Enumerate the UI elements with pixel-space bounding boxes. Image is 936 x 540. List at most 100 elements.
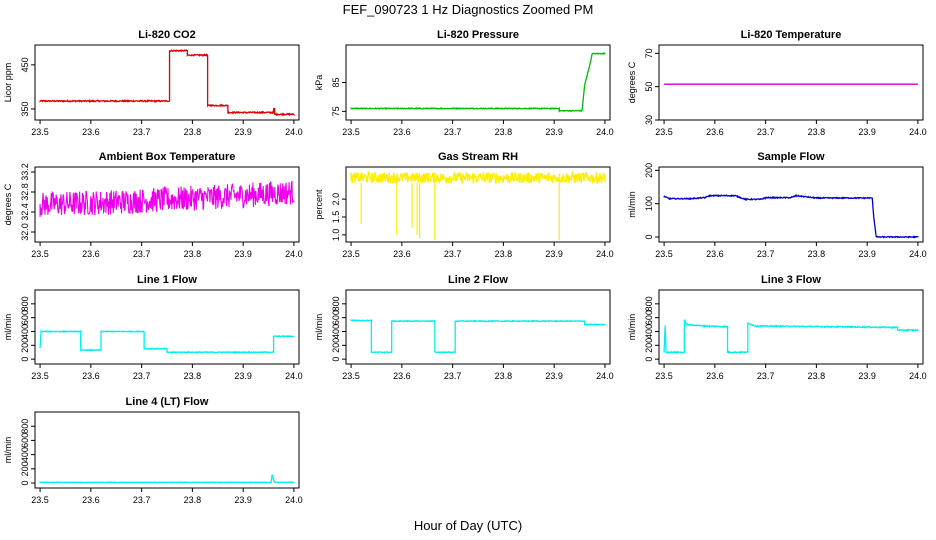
y-tick-label: 800 — [644, 296, 654, 311]
x-axis-title: Hour of Day (UTC) — [413, 518, 523, 533]
y-tick-label: 400 — [20, 447, 30, 462]
y-tick-label: 0 — [644, 234, 654, 239]
x-tick-label: 23.7 — [133, 249, 151, 259]
x-tick-label: 23.8 — [184, 127, 202, 137]
y-tick-label: 0 — [20, 481, 30, 486]
panel-title: Line 1 Flow — [137, 274, 197, 286]
x-tick-label: 23.8 — [495, 371, 513, 381]
x-tick-label: 23.7 — [444, 127, 462, 137]
y-axis-label: percent — [314, 189, 324, 220]
x-tick-label: 23.6 — [393, 371, 411, 381]
y-tick-label: 600 — [331, 310, 341, 325]
x-tick-label: 23.8 — [808, 371, 826, 381]
x-tick-label: 23.7 — [757, 249, 775, 259]
plot-frame — [34, 44, 300, 121]
plot-frame — [34, 289, 300, 365]
x-tick-label: 23.6 — [82, 249, 100, 259]
plot-frame — [658, 44, 924, 121]
x-tick-label: 23.9 — [234, 249, 252, 259]
panel-title: Ambient Box Temperature — [99, 151, 236, 163]
x-tick-label: 23.7 — [133, 495, 151, 505]
y-tick-label: 200 — [644, 338, 654, 353]
x-tick-label: 23.9 — [545, 249, 563, 259]
y-tick-label: 1.5 — [331, 211, 341, 224]
plot-frame — [34, 166, 300, 243]
x-tick-label: 23.9 — [858, 371, 876, 381]
x-tick-label: 23.7 — [757, 371, 775, 381]
x-tick-label: 23.6 — [82, 127, 100, 137]
x-tick-label: 23.6 — [393, 249, 411, 259]
x-tick-label: 23.8 — [184, 249, 202, 259]
x-tick-label: 23.8 — [808, 249, 826, 259]
series-line — [663, 319, 919, 355]
y-tick-label: 30 — [644, 115, 654, 125]
y-axis-label: ml/min — [627, 314, 637, 341]
x-tick-label: 23.8 — [184, 371, 202, 381]
x-tick-label: 23.9 — [858, 249, 876, 259]
x-tick-label: 23.5 — [31, 371, 49, 381]
y-tick-label: 1.0 — [331, 229, 341, 242]
panel-title: Gas Stream RH — [438, 151, 518, 163]
x-tick-label: 23.7 — [444, 371, 462, 381]
plot-frame — [34, 411, 300, 489]
panel-title: Line 4 (LT) Flow — [126, 396, 209, 408]
y-tick-label: 32.0 — [20, 223, 30, 241]
x-tick-label: 23.8 — [184, 495, 202, 505]
y-axis-label: ml/min — [627, 191, 637, 218]
y-tick-label: 200 — [644, 163, 654, 178]
x-tick-label: 23.9 — [545, 371, 563, 381]
x-tick-label: 23.6 — [82, 495, 100, 505]
panel-8: Line 3 Flow 23.5 23.6 23.7 23.8 23.9 24.0 0 2004… — [627, 274, 927, 381]
y-axis-label: degrees C — [627, 61, 637, 103]
x-tick-label: 23.5 — [31, 127, 49, 137]
panel-2: Li-820 Temperature 23.5 23.6 23.7 23.8 23.9 24… — [627, 29, 927, 137]
panel-title: Sample Flow — [757, 151, 825, 163]
x-tick-label: 23.5 — [655, 127, 673, 137]
panel-5: Sample Flow 23.5 23.6 23.7 23.8 23.9 24.0 0 100 2… — [627, 151, 927, 259]
x-tick-label: 23.5 — [342, 127, 360, 137]
x-tick-label: 23.9 — [545, 127, 563, 137]
x-tick-label: 24.0 — [596, 249, 614, 259]
x-tick-label: 23.7 — [133, 127, 151, 137]
x-tick-label: 23.5 — [31, 249, 49, 259]
x-tick-label: 23.7 — [444, 249, 462, 259]
y-tick-label: 200 — [20, 338, 30, 353]
y-tick-label: 33.2 — [20, 163, 30, 181]
x-tick-label: 23.7 — [757, 127, 775, 137]
x-tick-label: 24.0 — [909, 127, 927, 137]
x-tick-label: 24.0 — [909, 371, 927, 381]
y-axis-label: ml/min — [3, 437, 13, 464]
panel-4: Gas Stream RH 23.5 23.6 23.7 23.8 23.9 24.0 1.0… — [314, 151, 614, 259]
plot-frame — [345, 166, 611, 243]
y-tick-label: 32.8 — [20, 183, 30, 201]
plot-frame — [658, 289, 924, 365]
plot-frame — [345, 289, 611, 365]
y-tick-label: 600 — [20, 310, 30, 325]
panel-6: Line 1 Flow 23.5 23.6 23.7 23.8 23.9 24.0 0 2004… — [3, 274, 303, 381]
y-tick-label: 100 — [644, 196, 654, 211]
x-tick-label: 24.0 — [596, 371, 614, 381]
series-line — [350, 52, 606, 113]
y-tick-label: 350 — [20, 101, 30, 116]
x-tick-label: 23.7 — [133, 371, 151, 381]
x-tick-label: 24.0 — [285, 127, 303, 137]
plot-frame — [658, 166, 924, 243]
x-tick-label: 23.8 — [808, 127, 826, 137]
y-tick-label: 0 — [644, 357, 654, 362]
series-line — [39, 49, 295, 117]
panel-title: Li-820 Temperature — [741, 29, 842, 41]
panel-title: Li-820 CO2 — [138, 29, 195, 41]
x-tick-label: 23.6 — [706, 249, 724, 259]
y-tick-label: 400 — [331, 324, 341, 339]
y-tick-label: 75 — [331, 106, 341, 116]
x-tick-label: 23.8 — [495, 127, 513, 137]
x-tick-label: 23.9 — [234, 495, 252, 505]
x-tick-label: 24.0 — [285, 495, 303, 505]
y-tick-label: 200 — [20, 461, 30, 476]
y-axis-label: degrees C — [3, 183, 13, 225]
y-axis-label: ml/min — [3, 314, 13, 341]
figure-title: FEF_090723 1 Hz Diagnostics Zoomed PM — [342, 2, 594, 17]
y-tick-label: 800 — [20, 419, 30, 434]
